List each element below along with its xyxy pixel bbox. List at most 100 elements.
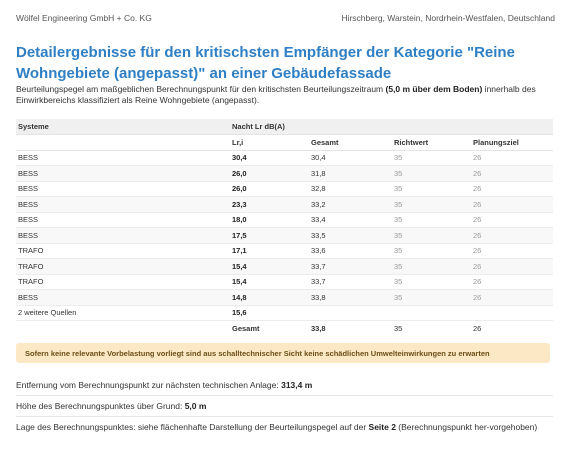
cell-system: 2 weitere Quellen <box>16 305 230 321</box>
total-planungsziel: 26 <box>471 320 553 337</box>
divider <box>16 395 553 396</box>
cell-planungsziel: 26 <box>471 243 553 259</box>
cell-system: BESS <box>16 212 230 228</box>
page-header: Wölfel Engineering GmbH + Co. KG Hirschb… <box>16 13 555 25</box>
cell-gesamt: 33,5 <box>309 227 392 244</box>
cell-lri: 17,5 <box>230 227 309 244</box>
distance-value: 313,4 m <box>281 380 313 390</box>
header-richtwert: Richtwert <box>392 134 471 151</box>
header-systeme: Systeme <box>16 119 230 135</box>
cell-system: BESS <box>16 196 230 213</box>
company-name: Wölfel Engineering GmbH + Co. KG <box>16 13 152 23</box>
cell-richtwert: 35 <box>392 258 471 275</box>
table-row: BESS 26,0 31,8 35 26 <box>16 165 553 182</box>
cell-lri: 17,1 <box>230 243 309 259</box>
cell-planungsziel: 26 <box>471 227 553 244</box>
position-info: Lage des Berechnungspunktes: siehe fläch… <box>16 422 553 433</box>
total-label: Gesamt <box>230 320 309 337</box>
cell-system: BESS <box>16 165 230 182</box>
cell-richtwert: 35 <box>392 165 471 182</box>
header-gesamt: Gesamt <box>309 134 392 151</box>
cell-richtwert: 35 <box>392 243 471 259</box>
cell-lri: 30,4 <box>230 150 309 166</box>
height-info: Höhe des Berechnungspunktes über Grund: … <box>16 401 553 412</box>
cell-richtwert: 35 <box>392 212 471 228</box>
intro-text-after: innerhalb des Einwirkbereichs klassifizi… <box>16 84 536 105</box>
cell-planungsziel: 26 <box>471 289 553 306</box>
total-richtwert: 35 <box>392 320 471 337</box>
distance-label: Entfernung vom Berechnungspunkt zur näch… <box>16 380 282 390</box>
distance-info: Entfernung vom Berechnungspunkt zur näch… <box>16 380 553 391</box>
intro-paragraph: Beurteilungspegel am maßgeblichen Berech… <box>16 84 556 106</box>
cell-lri: 14,8 <box>230 289 309 306</box>
cell-lri: 26,0 <box>230 165 309 182</box>
cell-planungsziel: 26 <box>471 258 553 275</box>
cell-gesamt: 30,4 <box>309 150 392 166</box>
cell-gesamt: 33,4 <box>309 212 392 228</box>
cell-gesamt: 32,8 <box>309 181 392 197</box>
table-row: BESS 18,0 33,4 35 26 <box>16 212 553 228</box>
cell-lri: 15,6 <box>230 305 309 321</box>
intro-highlight: (5,0 m über dem Boden) <box>385 84 483 94</box>
header-group-nacht: Nacht Lr dB(A) <box>230 119 553 135</box>
table-row: TRAFO 17,1 33,6 35 26 <box>16 243 553 259</box>
intro-text-before: Beurteilungspegel am maßgeblichen Berech… <box>16 84 386 94</box>
table-row: BESS 26,0 32,8 35 26 <box>16 181 553 197</box>
cell-system: TRAFO <box>16 274 230 290</box>
cell-gesamt <box>309 305 392 321</box>
assessment-notice: Sofern keine relevante Vorbelastung vorl… <box>16 343 550 363</box>
cell-planungsziel: 26 <box>471 150 553 166</box>
cell-planungsziel: 26 <box>471 274 553 290</box>
cell-planungsziel <box>471 305 553 321</box>
cell-lri: 15,4 <box>230 258 309 275</box>
cell-gesamt: 33,6 <box>309 243 392 259</box>
cell-system: TRAFO <box>16 258 230 275</box>
cell-lri: 26,0 <box>230 181 309 197</box>
height-value: 5,0 m <box>184 401 207 411</box>
results-table: Systeme Nacht Lr dB(A) Lr,i Gesamt Richt… <box>16 119 553 337</box>
height-label: Höhe des Berechnungspunktes über Grund: <box>16 401 185 411</box>
cell-richtwert: 35 <box>392 150 471 166</box>
section-title: Detailergebnisse für den kritischsten Em… <box>16 44 515 82</box>
table-row: BESS 23,3 33,2 35 26 <box>16 196 553 213</box>
cell-lri: 23,3 <box>230 196 309 213</box>
cell-richtwert: 35 <box>392 289 471 306</box>
cell-gesamt: 33,8 <box>309 289 392 306</box>
cell-planungsziel: 26 <box>471 165 553 182</box>
cell-planungsziel: 26 <box>471 181 553 197</box>
table-row: BESS 17,5 33,5 35 26 <box>16 227 553 244</box>
table-total-row: Gesamt 33,8 35 26 <box>16 320 553 337</box>
cell-planungsziel: 26 <box>471 212 553 228</box>
table-row: TRAFO 15,4 33,7 35 26 <box>16 258 553 275</box>
header-lri: Lr,i <box>230 134 309 151</box>
cell-richtwert <box>392 305 471 321</box>
table-row: BESS 14,8 33,8 35 26 <box>16 289 553 306</box>
cell-gesamt: 33,7 <box>309 274 392 290</box>
total-empty <box>16 320 230 337</box>
cell-system: BESS <box>16 181 230 197</box>
position-page: Seite 2 <box>368 422 396 432</box>
position-text-before: Lage des Berechnungspunktes: siehe fläch… <box>16 422 369 432</box>
cell-system: BESS <box>16 150 230 166</box>
total-gesamt: 33,8 <box>309 320 392 337</box>
cell-lri: 18,0 <box>230 212 309 228</box>
table-subheader-row: Lr,i Gesamt Richtwert Planungsziel <box>16 134 553 151</box>
cell-lri: 15,4 <box>230 274 309 290</box>
cell-richtwert: 35 <box>392 227 471 244</box>
cell-gesamt: 31,8 <box>309 165 392 182</box>
cell-gesamt: 33,7 <box>309 258 392 275</box>
cell-system: BESS <box>16 289 230 306</box>
table-row: TRAFO 15,4 33,7 35 26 <box>16 274 553 290</box>
cell-gesamt: 33,2 <box>309 196 392 213</box>
table-row: BESS 30,4 30,4 35 26 <box>16 150 553 166</box>
cell-system: TRAFO <box>16 243 230 259</box>
cell-richtwert: 35 <box>392 196 471 213</box>
location: Hirschberg, Warstein, Nordrhein-Westfale… <box>341 13 555 23</box>
cell-richtwert: 35 <box>392 274 471 290</box>
table-header-row: Systeme Nacht Lr dB(A) <box>16 119 553 135</box>
header-planungsziel: Planungsziel <box>471 134 553 151</box>
table-row: 2 weitere Quellen 15,6 <box>16 305 553 321</box>
cell-richtwert: 35 <box>392 181 471 197</box>
table-body: BESS 30,4 30,4 35 26 BESS 26,0 31,8 35 26 BESS 26,0… <box>16 150 553 321</box>
header-empty <box>16 134 230 151</box>
